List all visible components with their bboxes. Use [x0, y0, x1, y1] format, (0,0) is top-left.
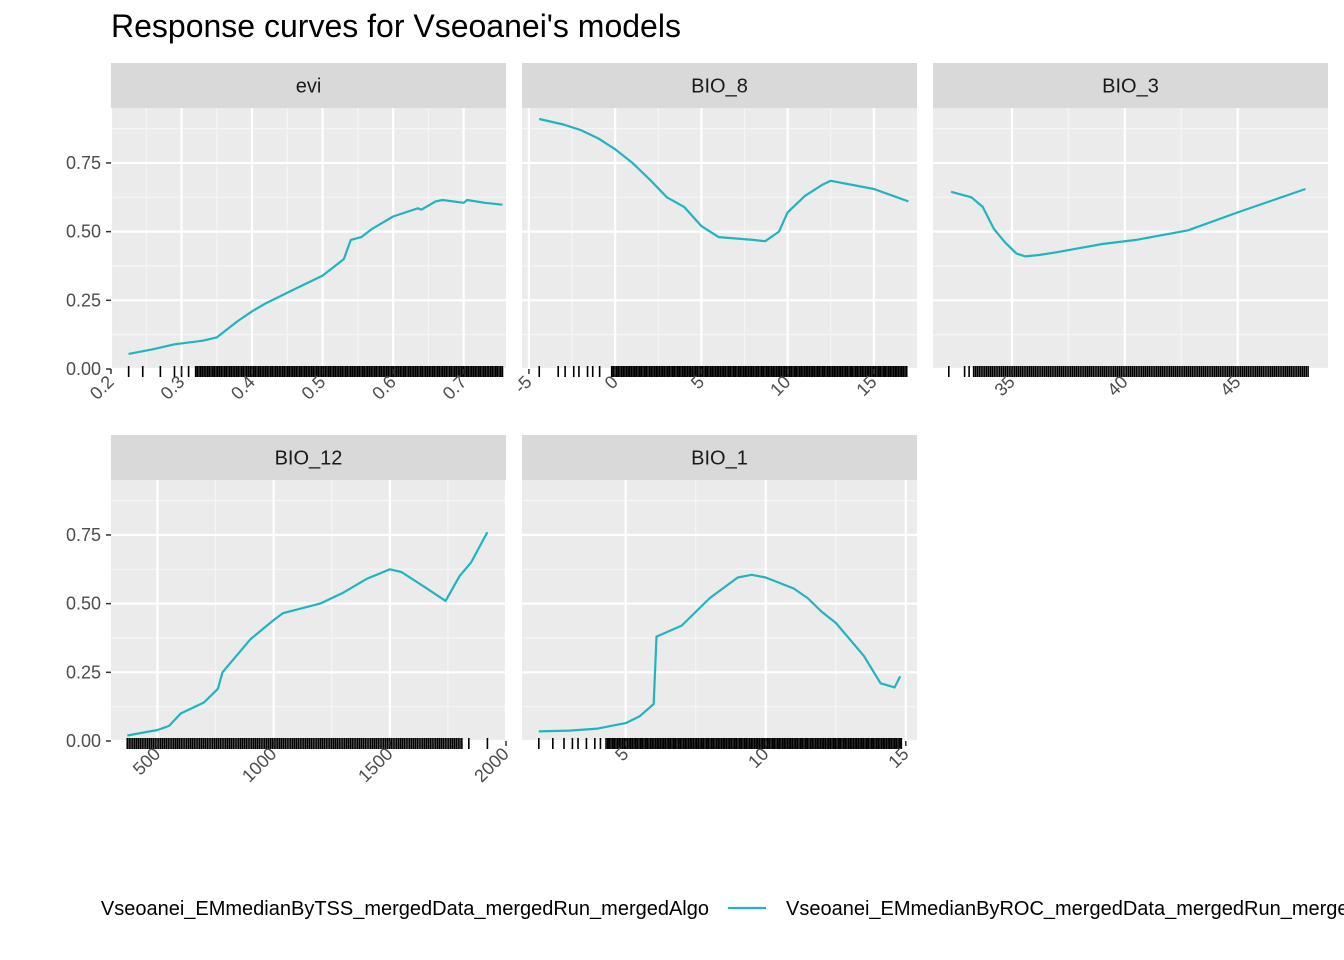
facet-bio-1: BIO_15 10 15: [522, 435, 917, 772]
facet-strip: [111, 63, 506, 108]
series-line-roc: [538, 573, 902, 733]
x-tick-label: 1500: [354, 744, 396, 786]
panel-background: [522, 108, 917, 369]
legend-label-roc: Vseoanei_EMmedianByROC_mergedData_merged…: [786, 898, 1344, 920]
x-tick-label: 1000: [238, 744, 280, 786]
y-tick-label: 0.75: [66, 153, 101, 173]
series-line-roc: [950, 187, 1306, 258]
facet-strip: [522, 63, 917, 108]
facet-label: BIO_1: [691, 448, 748, 470]
facet-label: BIO_3: [1102, 76, 1159, 98]
panel-background: [522, 480, 917, 741]
chart-title: Response curves for Vseoanei's models: [111, 8, 681, 44]
series-line-roc: [128, 198, 503, 355]
y-tick-label: 0.50: [66, 594, 101, 614]
y-tick-label: 0.25: [66, 662, 101, 682]
series-line-roc: [127, 531, 489, 737]
x-tick-label: 2000: [470, 744, 512, 786]
panel-background: [111, 480, 506, 741]
facet-label: BIO_8: [691, 76, 748, 98]
x-tick-label: 0.3: [157, 372, 189, 404]
legend-label-tss: Vseoanei_EMmedianByTSS_mergedData_merged…: [101, 898, 709, 920]
facet-bio-3: BIO_335 40 45: [933, 63, 1328, 400]
facet-strip: [111, 435, 506, 480]
facet-bio-8: BIO_8-5 0 5 10 15: [510, 63, 917, 400]
y-tick-label: 0.75: [66, 525, 101, 545]
panel-background: [933, 108, 1328, 369]
panel-background: [111, 108, 506, 369]
facet-strip: [522, 435, 917, 480]
facet-strip: [933, 63, 1328, 108]
y-tick-label: 0.50: [66, 222, 101, 242]
series-line-roc: [538, 117, 909, 243]
y-tick-label: 0.00: [66, 359, 101, 379]
legend: Vseoanei_EMmedianByTSS_mergedData_merged…: [101, 898, 1344, 920]
facet-label: evi: [296, 76, 322, 98]
y-tick-label: 0.25: [66, 290, 101, 310]
x-tick-label: -5: [510, 372, 535, 397]
facet-label: BIO_12: [275, 448, 343, 470]
y-tick-label: 0.00: [66, 731, 101, 751]
